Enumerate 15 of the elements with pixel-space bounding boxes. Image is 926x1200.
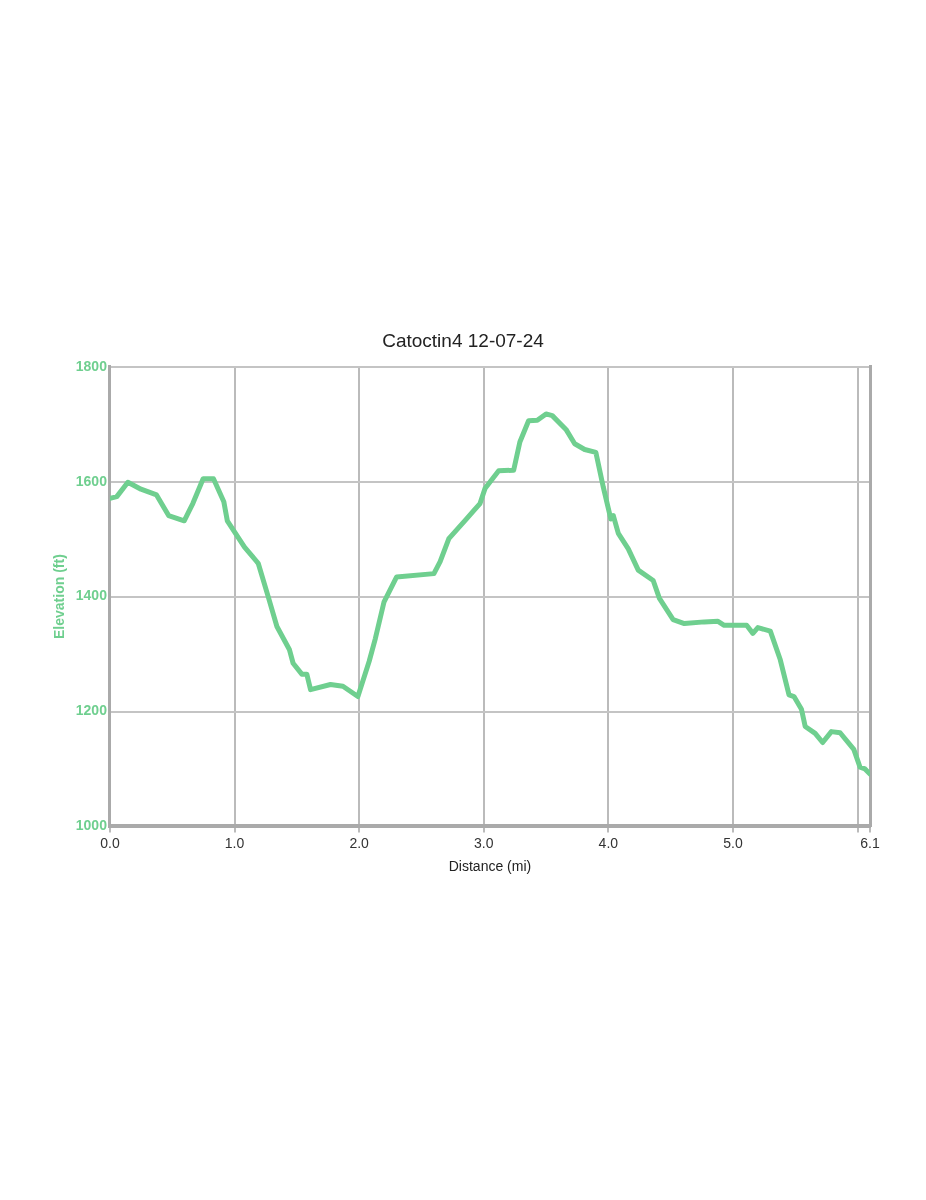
y-tick-label: 1400 — [75, 587, 108, 604]
y-axis-title: Elevation (ft) — [51, 554, 68, 639]
y-tick-label: 1800 — [75, 357, 108, 374]
x-tick-label: 6.1 — [860, 834, 880, 851]
x-tick-label: 5.0 — [723, 834, 743, 851]
x-tick-label: 3.0 — [474, 834, 494, 851]
x-axis-title: Distance (mi) — [448, 858, 532, 875]
y-tick-label: 1200 — [75, 702, 108, 719]
y-tick-label: 1000 — [75, 817, 108, 834]
chart-title: Catoctin4 12-07-24 — [382, 329, 545, 351]
x-tick-label: 1.0 — [224, 834, 245, 851]
x-tick-label: 2.0 — [349, 834, 370, 851]
x-tick-label: 4.0 — [598, 834, 619, 851]
y-tick-label: 1600 — [75, 472, 108, 489]
x-tick-label: 0.0 — [100, 834, 120, 851]
